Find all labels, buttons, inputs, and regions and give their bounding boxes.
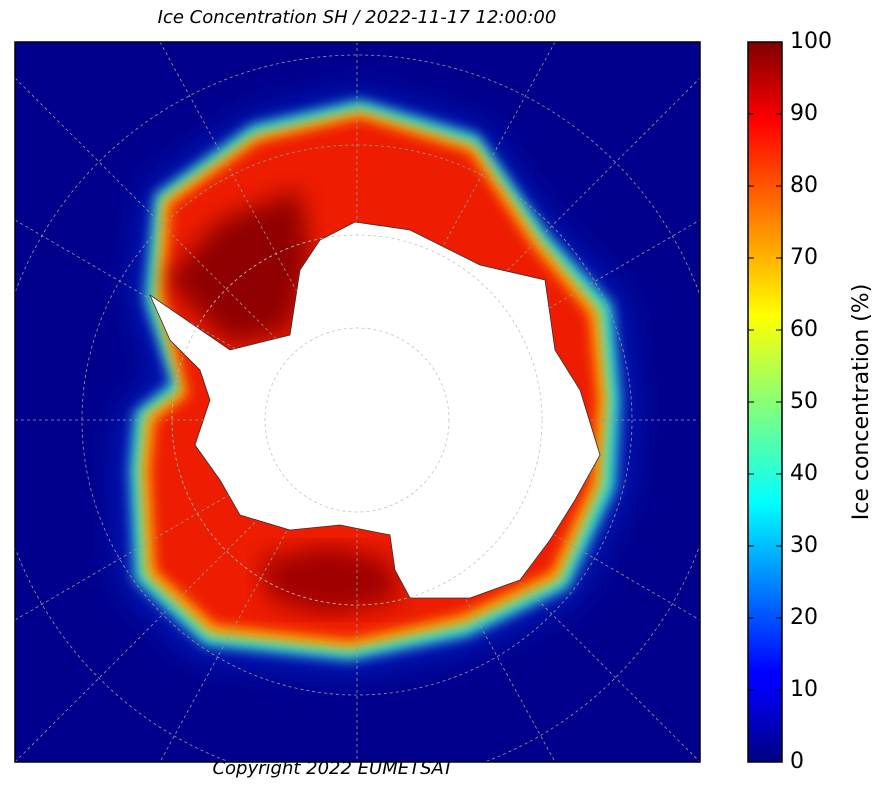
tick-label: 0 (790, 749, 804, 774)
tick-label: 100 (790, 29, 832, 54)
map (15, 42, 700, 762)
tick-label: 50 (790, 389, 818, 414)
tick-label: 90 (790, 101, 818, 126)
colorbar-label: Ice concentration (%) (849, 284, 874, 521)
tick-label: 30 (790, 533, 818, 558)
chart-title: Ice Concentration SH / 2022-11-17 12:00:… (158, 7, 557, 28)
tick-label: 60 (790, 317, 818, 342)
tick-label: 10 (790, 677, 818, 702)
map-frame (14, 41, 701, 763)
tick-label: 40 (790, 461, 818, 486)
tick-label: 70 (790, 245, 818, 270)
tick-label: 80 (790, 173, 818, 198)
copyright: Copyright 2022 EUMETSAT (212, 758, 455, 779)
tick-label: 20 (790, 605, 818, 630)
